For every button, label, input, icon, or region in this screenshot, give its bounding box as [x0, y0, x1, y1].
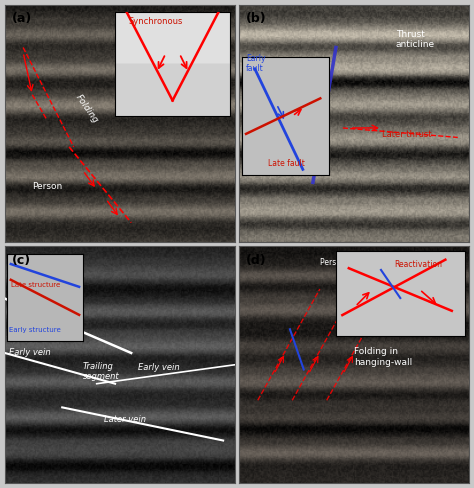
Text: Folding in
hanging-wall: Folding in hanging-wall: [354, 347, 412, 367]
Text: Person for scale: Person for scale: [320, 258, 381, 267]
Text: Folding: Folding: [73, 93, 100, 125]
Text: (b): (b): [246, 12, 267, 25]
Text: Later vein: Later vein: [104, 415, 146, 424]
Text: (c): (c): [12, 254, 31, 266]
Text: (a): (a): [12, 12, 32, 25]
Text: Thrust
anticline: Thrust anticline: [396, 30, 435, 49]
Text: Early vein: Early vein: [9, 348, 51, 357]
Text: Early vein: Early vein: [138, 363, 180, 371]
Text: (d): (d): [246, 254, 267, 266]
Text: Trailing
segment: Trailing segment: [83, 362, 119, 381]
Text: Later vein: Later vein: [12, 270, 55, 286]
Text: Later thrust: Later thrust: [382, 130, 431, 140]
Text: Person: Person: [32, 183, 63, 191]
